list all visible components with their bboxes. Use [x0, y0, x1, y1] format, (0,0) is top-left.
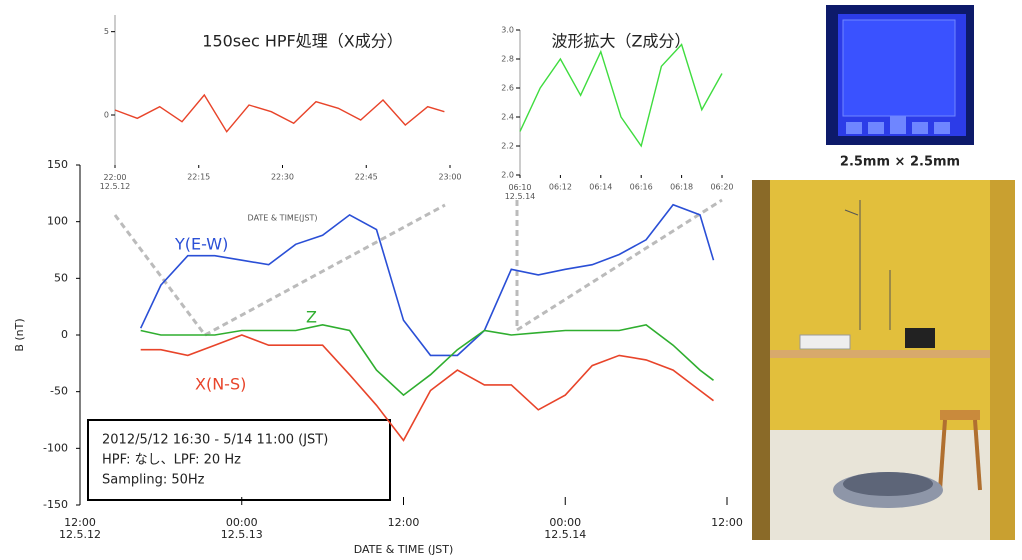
y-tick-label: 100 — [47, 215, 68, 228]
y-tick-label: 5 — [104, 27, 109, 36]
y-tick-label: -100 — [43, 441, 68, 454]
x-tick-label: 22:15 — [187, 173, 210, 182]
x-tick-label: 06:12 — [549, 183, 572, 192]
x-tick-label: 22:30 — [271, 173, 294, 182]
y-tick-label: 2.0 — [501, 171, 514, 180]
series-line — [115, 95, 444, 132]
zoom-guide — [115, 200, 722, 335]
x-tick-label: 12:00 — [711, 516, 743, 529]
photo-caption: 2.5mm × 2.5mm — [840, 155, 960, 170]
x-tick-label: 06:18 — [670, 183, 693, 192]
chart-title: 波形拡大（Z成分） — [552, 32, 691, 51]
y-tick-label: 150 — [47, 158, 68, 171]
x-tick-label: 23:00 — [438, 173, 461, 182]
series-line — [520, 45, 722, 147]
annotation: Sampling: 50Hz — [102, 473, 205, 488]
y-tick-label: 0 — [61, 328, 68, 341]
annotation: 2012/5/12 16:30 - 5/14 11:00 (JST) — [102, 433, 328, 448]
y-tick-label: 2.8 — [501, 55, 514, 64]
chart-title: 150sec HPF処理（X成分） — [202, 32, 402, 51]
y-axis-label: B (nT) — [13, 318, 26, 351]
x-tick-label: 06:20 — [710, 183, 733, 192]
annotation: HPF: なし、LPF: 20 Hz — [102, 453, 241, 468]
y-tick-label: 3.0 — [501, 26, 514, 35]
y-tick-label: 2.4 — [501, 113, 514, 122]
x-tick-label: 06:16 — [630, 183, 653, 192]
x-tick-label: 22:45 — [355, 173, 378, 182]
y-tick-label: 0 — [104, 111, 109, 120]
x-axis-label: DATE & TIME (JST) — [354, 543, 454, 556]
y-tick-label: 2.2 — [501, 142, 514, 151]
y-tick-label: -50 — [50, 385, 68, 398]
series-label: Z — [306, 308, 317, 327]
figure: 2.5mm × 2.5mm -150-100-5005010015012:001… — [0, 0, 1022, 560]
room-photo — [752, 180, 1015, 540]
y-tick-label: 2.6 — [501, 84, 514, 93]
series-label: Y(E-W) — [174, 235, 228, 254]
y-tick-label: -150 — [43, 498, 68, 511]
y-tick-label: 50 — [54, 271, 68, 284]
series-label: X(N-S) — [195, 375, 246, 394]
x-axis-label: DATE & TIME(JST) — [248, 214, 318, 223]
x-tick-label: 06:14 — [589, 183, 612, 192]
x-tick-label: 12:00 — [388, 516, 420, 529]
sensor-photo — [826, 5, 974, 145]
